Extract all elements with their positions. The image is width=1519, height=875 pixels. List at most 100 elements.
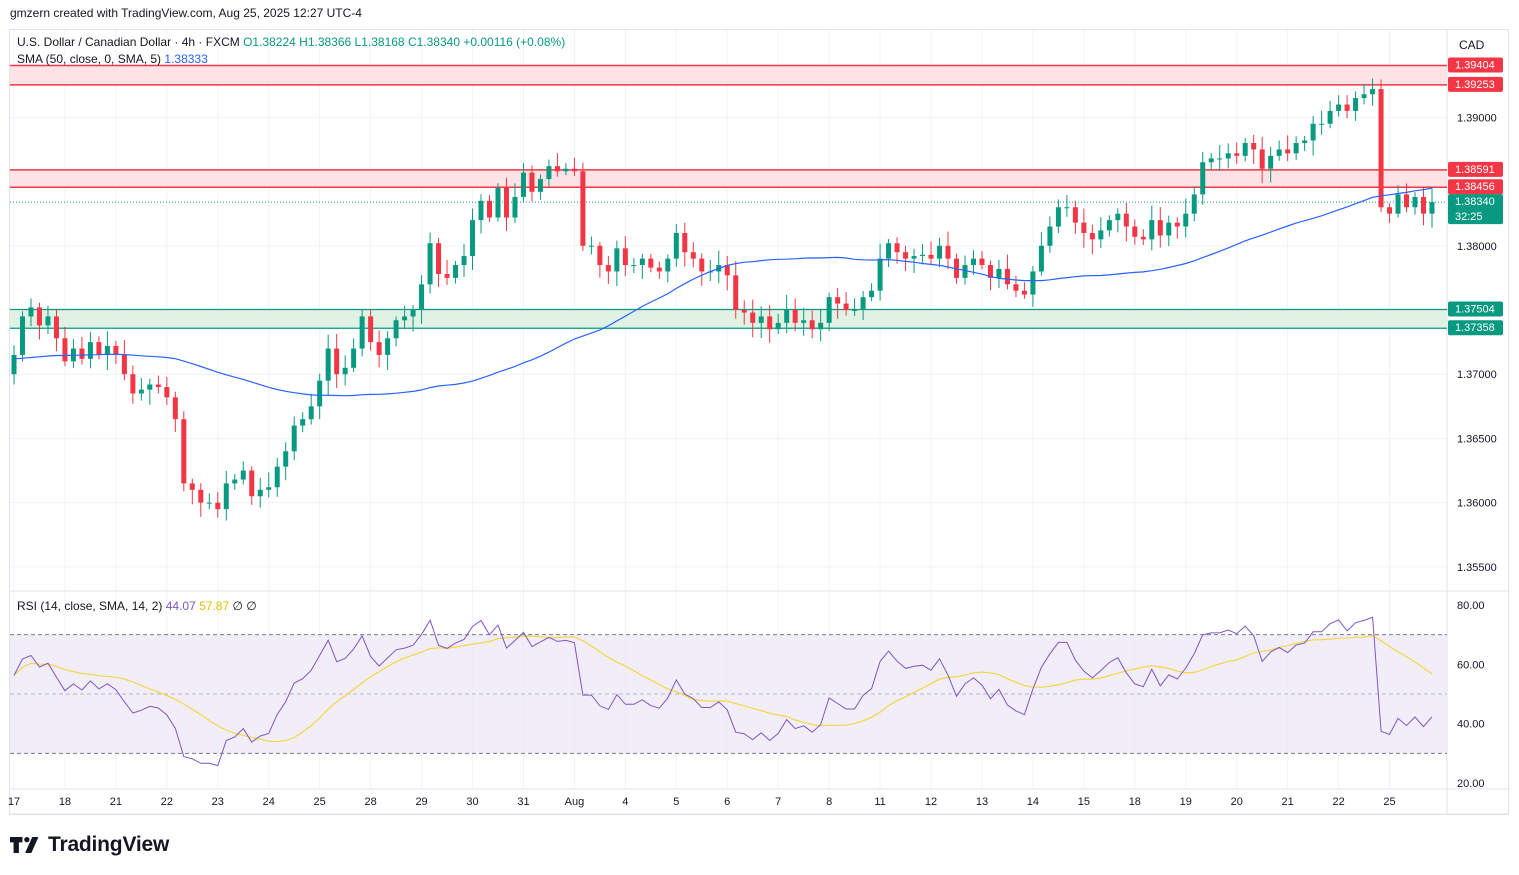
candle-body <box>962 265 968 278</box>
candle-body <box>215 502 221 510</box>
tag-resistance-mid-2: 1.38456 <box>1455 181 1495 193</box>
candle-body <box>682 232 688 253</box>
tag-current-price-bg <box>1448 194 1503 225</box>
candle-body <box>96 342 102 355</box>
candle-body <box>801 320 807 323</box>
candle-body <box>1285 149 1291 154</box>
high-value: H1.38366 <box>299 35 352 49</box>
sma-legend[interactable]: SMA (50, close, 0, SMA, 5) 1.38333 <box>17 52 208 66</box>
candle-body <box>1361 94 1367 99</box>
tag-resistance-mid-2-bg <box>1448 179 1503 195</box>
date-tick-label: 31 <box>517 796 529 808</box>
candle-body <box>138 389 144 394</box>
candle-body <box>1200 162 1206 195</box>
zones <box>10 64 1447 329</box>
candle-body <box>537 178 543 192</box>
candle-body <box>1123 213 1129 227</box>
date-tick-label: 30 <box>466 796 478 808</box>
candle-body <box>164 387 170 398</box>
candle-body <box>1208 158 1214 163</box>
candle-body <box>784 310 790 323</box>
candle-body <box>970 258 976 266</box>
candle-body <box>172 397 178 420</box>
tag-support-2: 1.37358 <box>1455 322 1495 334</box>
candle-body <box>877 258 883 291</box>
candle-body <box>461 256 467 266</box>
candle-body <box>189 483 195 490</box>
candle-body <box>1293 143 1299 154</box>
candle-body <box>1378 89 1384 208</box>
rsi-line <box>13 616 1433 767</box>
candle-body <box>1149 220 1155 240</box>
candle-body <box>1421 196 1427 214</box>
sma-label: SMA (50, close, 0, SMA, 5) <box>17 52 162 66</box>
candle-body <box>546 166 552 179</box>
date-tick-label: 28 <box>364 796 376 808</box>
date-tick-label: 22 <box>161 796 173 808</box>
candle-body <box>1081 222 1087 233</box>
candle-body <box>1370 89 1376 95</box>
rsi-tick-label: 60.00 <box>1457 659 1485 671</box>
rsi-value: 44.07 <box>165 599 196 613</box>
candle-body <box>181 419 187 484</box>
tag-resistance-mid-1-bg <box>1448 161 1503 177</box>
candle-body <box>1412 196 1418 208</box>
candle-body <box>835 297 841 304</box>
rsi-legend[interactable]: RSI (14, close, SMA, 14, 2) 44.07 57.87 … <box>17 599 257 613</box>
candle-body <box>597 245 603 266</box>
candle-body <box>1302 140 1308 144</box>
tradingview-logo[interactable]: TradingView <box>10 833 169 857</box>
tag-resistance-top-2: 1.39253 <box>1455 79 1495 91</box>
date-tick-label: 18 <box>59 796 71 808</box>
date-tick-label: 6 <box>724 796 730 808</box>
close-value: C1.38340 <box>407 35 460 49</box>
candle-body <box>1064 207 1070 209</box>
candle-body <box>792 310 798 323</box>
candle-body <box>843 303 849 310</box>
candle-body <box>826 297 832 323</box>
date-tick-label: 13 <box>976 796 988 808</box>
candle-body <box>920 254 926 257</box>
resistance-zone <box>10 169 1447 188</box>
currency-label[interactable]: CAD <box>1459 38 1485 52</box>
candle-body <box>1174 222 1180 227</box>
candle-body <box>979 258 985 266</box>
candle-body <box>1140 236 1146 240</box>
candle-body <box>750 312 756 323</box>
tag-current-price-countdown: 32:25 <box>1455 211 1483 223</box>
candle-body <box>724 265 730 276</box>
candle-body <box>1344 104 1350 111</box>
candle-body <box>631 265 637 267</box>
candle-body <box>869 290 875 298</box>
candle-body <box>818 322 824 330</box>
candle-body <box>1310 123 1316 141</box>
candle-body <box>1276 149 1282 156</box>
rsi-ma-line <box>13 635 1433 743</box>
candle-body <box>894 243 900 253</box>
candle-body <box>62 338 68 362</box>
candle-body <box>1115 213 1121 221</box>
date-tick-label: 15 <box>1078 796 1090 808</box>
price-tick-label: 1.36500 <box>1457 433 1497 445</box>
tradingview-logo-icon <box>10 837 39 853</box>
date-tick-label: 25 <box>1383 796 1395 808</box>
date-tick-label: 25 <box>314 796 326 808</box>
candle-body <box>257 489 263 497</box>
candle-body <box>334 348 340 375</box>
candle-body <box>486 200 492 218</box>
date-tick-label: 20 <box>1231 796 1243 808</box>
symbol-label: U.S. Dollar / Canadian Dollar · 4h · FXC… <box>17 35 240 49</box>
candle-body <box>478 200 484 221</box>
candle-body <box>512 196 518 218</box>
candle-body <box>45 316 51 326</box>
candle-body <box>886 243 892 259</box>
sma-value: 1.38333 <box>164 52 208 66</box>
candle-body <box>1038 245 1044 272</box>
candle-body <box>1404 194 1410 208</box>
resistance-zone <box>10 65 1447 85</box>
candle-body <box>1353 98 1359 111</box>
attribution-text: gmzern created with TradingView.com, Aug… <box>10 6 362 20</box>
rsi-panel <box>10 616 1447 767</box>
candle-body <box>1429 202 1435 214</box>
